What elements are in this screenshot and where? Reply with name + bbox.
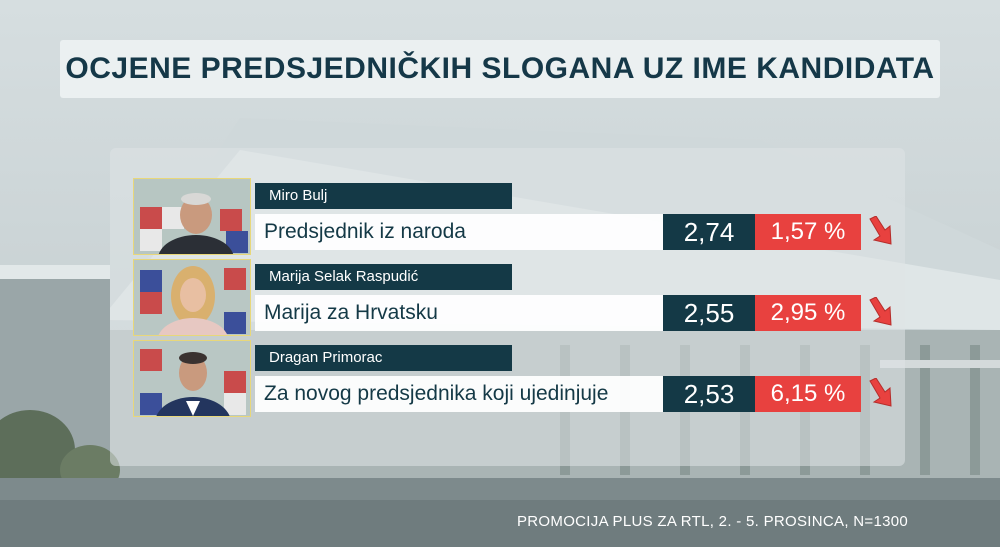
candidate-name: Miro Bulj (255, 183, 512, 209)
title-bar: OCJENE PREDSJEDNIČKIH SLOGANA UZ IME KAN… (60, 40, 940, 98)
candidate-name: Marija Selak Raspudić (255, 264, 512, 290)
source-note: PROMOCIJA PLUS ZA RTL, 2. - 5. PROSINCA,… (517, 513, 909, 530)
candidate-photo (133, 259, 251, 336)
table-row: Miro Bulj Predsjednik iz naroda 2,74 1,5… (0, 178, 1000, 256)
down-arrow-icon (869, 297, 892, 326)
down-arrow-icon (869, 216, 892, 245)
down-arrow-icon (869, 378, 892, 407)
table-row: Marija Selak Raspudić Marija za Hrvatsku… (0, 259, 1000, 337)
candidate-photo (133, 178, 251, 255)
slogan-text: Marija za Hrvatsku (255, 295, 663, 331)
percent-value: 6,15 % (755, 376, 861, 412)
chart-title: OCJENE PREDSJEDNIČKIH SLOGANA UZ IME KAN… (65, 52, 935, 85)
slogan-text: Za novog predsjednika koji ujedinjuje (255, 376, 663, 412)
slogan-text: Predsjednik iz naroda (255, 214, 663, 250)
table-row: Dragan Primorac Za novog predsjednika ko… (0, 340, 1000, 418)
candidate-photo (133, 340, 251, 417)
candidate-name: Dragan Primorac (255, 345, 512, 371)
score-value: 2,55 (663, 295, 755, 331)
percent-value: 2,95 % (755, 295, 861, 331)
score-value: 2,74 (663, 214, 755, 250)
score-value: 2,53 (663, 376, 755, 412)
percent-value: 1,57 % (755, 214, 861, 250)
